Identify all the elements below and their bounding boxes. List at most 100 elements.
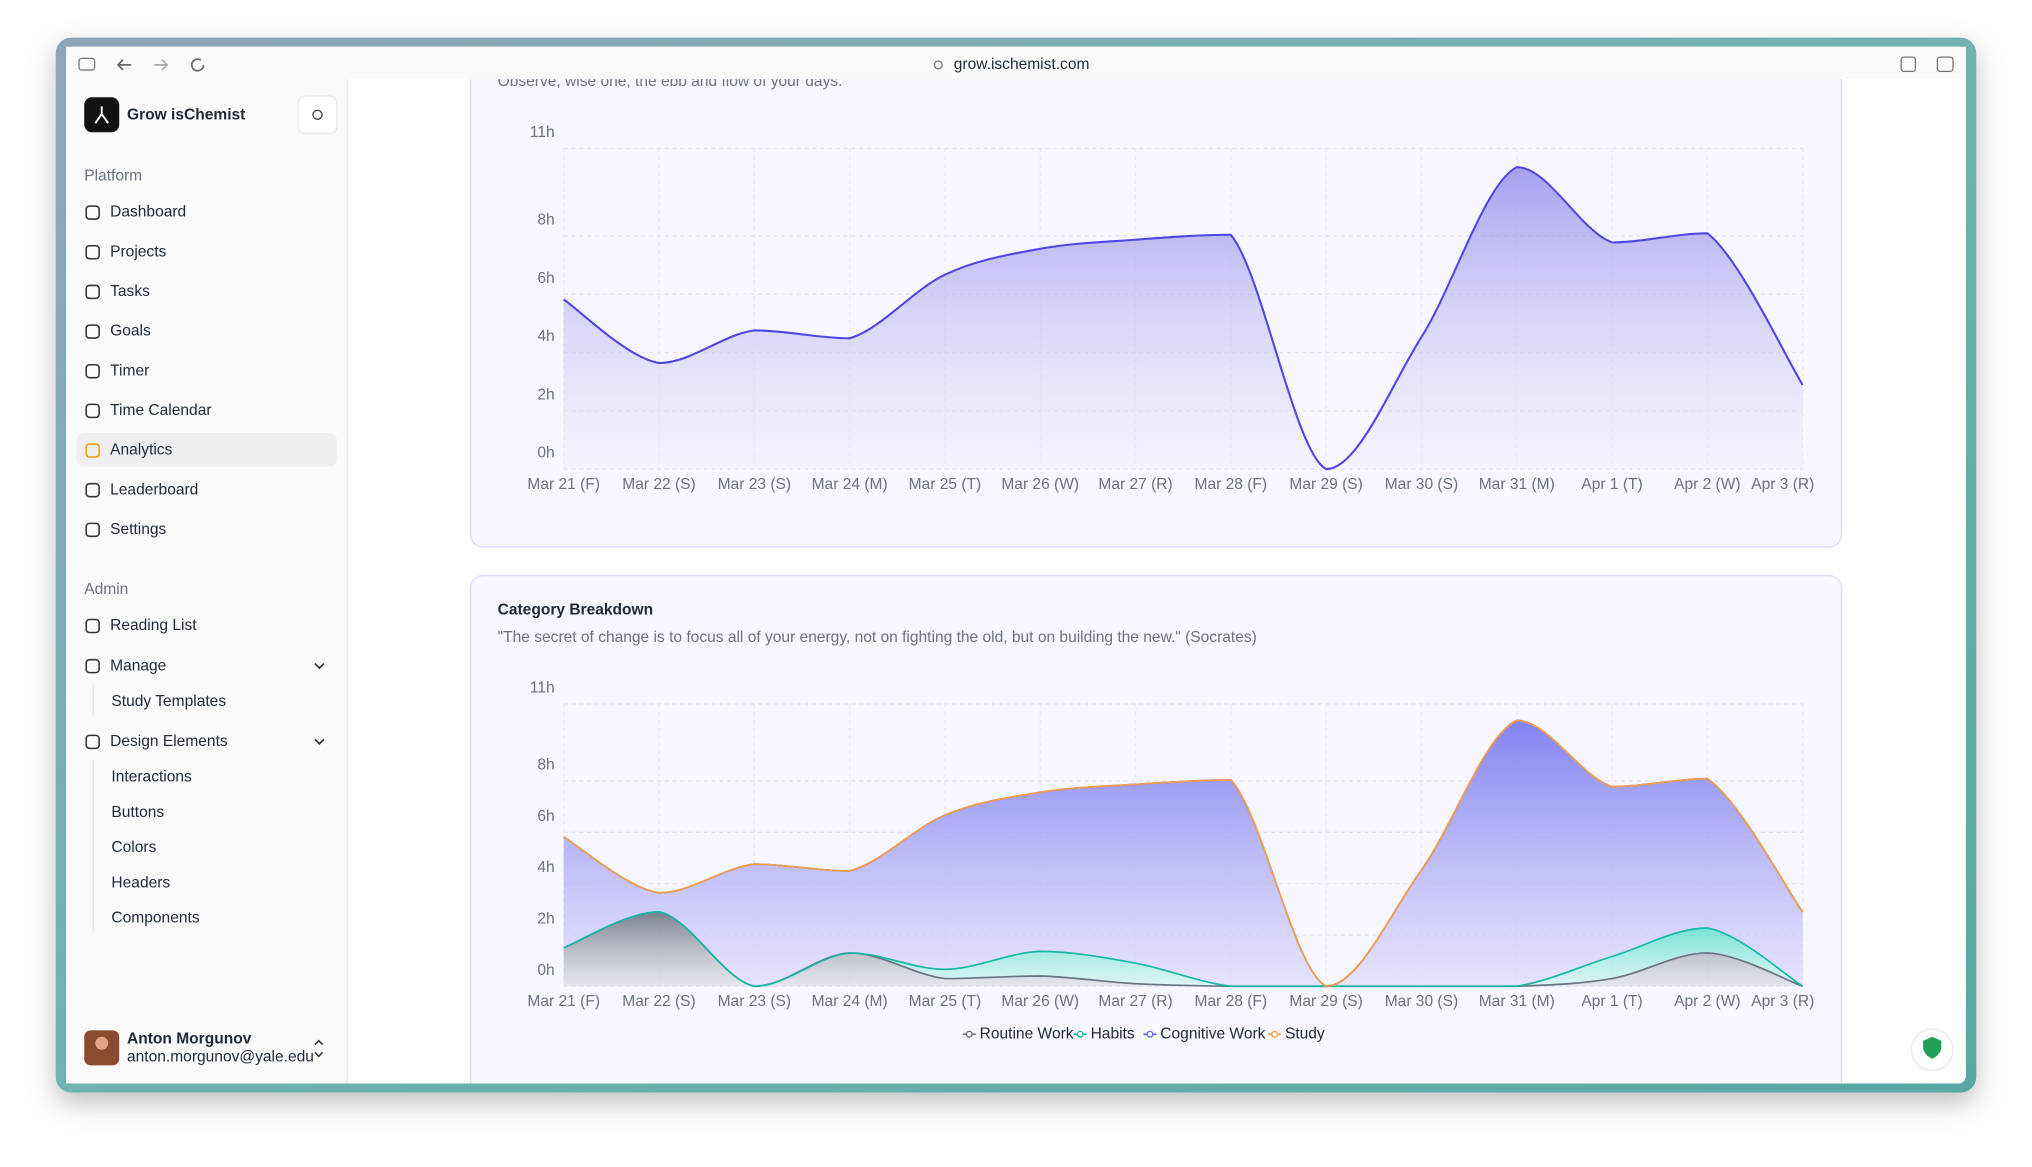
y-tick-label: 0h bbox=[537, 445, 554, 462]
legend-label[interactable]: Study bbox=[1285, 1025, 1325, 1042]
x-tick-label: Mar 30 (S) bbox=[1385, 476, 1458, 493]
nav-item[interactable]: Settings bbox=[110, 521, 166, 538]
x-tick-label: Apr 2 (W) bbox=[1674, 993, 1741, 1010]
x-tick-label: Apr 2 (W) bbox=[1674, 476, 1741, 493]
line bbox=[563, 166, 1804, 471]
nav-icon bbox=[85, 522, 100, 538]
split-button[interactable] bbox=[1936, 56, 1954, 73]
x-tick-label: Mar 31 (M) bbox=[1479, 993, 1555, 1010]
x-tick-label: Apr 3 (R) bbox=[1751, 993, 1814, 1010]
x-tick-label: Apr 1 (T) bbox=[1581, 476, 1642, 493]
url[interactable]: grow.ischemist.com bbox=[954, 56, 1090, 73]
x-tick-label: Mar 23 (S) bbox=[718, 476, 791, 493]
chevron[interactable] bbox=[314, 662, 325, 670]
legend-swatch[interactable] bbox=[1271, 1030, 1279, 1038]
nav-item[interactable]: Tasks bbox=[110, 283, 150, 300]
stacked-line bbox=[563, 719, 1804, 988]
x-tick-label: Mar 26 (W) bbox=[1001, 476, 1079, 493]
x-tick-label: Mar 31 (M) bbox=[1479, 476, 1555, 493]
x-tick-label: Mar 21 (F) bbox=[527, 993, 600, 1010]
legend-label[interactable]: Cognitive Work bbox=[1160, 1025, 1265, 1042]
x-tick-label: Apr 3 (R) bbox=[1751, 476, 1814, 493]
nav-icon bbox=[85, 205, 100, 220]
sidebar-toggle[interactable] bbox=[78, 57, 96, 71]
y-tick-label: 11h bbox=[530, 124, 555, 141]
x-tick-label: Mar 25 (T) bbox=[909, 476, 982, 493]
user-name: Anton Morgunov bbox=[127, 1031, 252, 1048]
nav-item[interactable]: Goals bbox=[110, 323, 151, 340]
app-name[interactable]: Grow isChemist bbox=[127, 107, 245, 124]
legend-swatch[interactable] bbox=[1076, 1030, 1084, 1038]
x-tick-label: Mar 30 (S) bbox=[1385, 993, 1458, 1010]
nav-item[interactable]: Manage bbox=[110, 657, 166, 674]
back-button[interactable] bbox=[116, 59, 131, 71]
reader-button[interactable] bbox=[1900, 56, 1917, 73]
sidebar: Grow isChemist Anton Morgunov anton.morg… bbox=[66, 79, 348, 1084]
stacked-line bbox=[563, 911, 1804, 988]
sidebar-bg bbox=[66, 79, 348, 1084]
nav-subitem[interactable]: Headers bbox=[111, 874, 170, 891]
stacked-area bbox=[563, 720, 1803, 987]
nav-subitem[interactable]: Buttons bbox=[111, 804, 164, 821]
theme-toggle[interactable] bbox=[297, 95, 338, 135]
nav-icon bbox=[85, 363, 100, 379]
x-tick-label: Mar 24 (M) bbox=[812, 993, 888, 1010]
x-tick-label: Mar 26 (W) bbox=[1001, 993, 1079, 1010]
x-tick-label: Mar 24 (M) bbox=[812, 476, 888, 493]
nav-item[interactable]: Time Calendar bbox=[110, 402, 211, 419]
y-tick-label: 8h bbox=[537, 757, 554, 774]
x-tick-label: Mar 28 (F) bbox=[1195, 476, 1268, 493]
nav-icon bbox=[85, 245, 100, 260]
user-menu[interactable] bbox=[314, 1039, 324, 1058]
nav-item[interactable]: Projects bbox=[110, 243, 166, 260]
area bbox=[563, 167, 1803, 470]
chart-subtitle: "The secret of change is to focus all of… bbox=[498, 629, 1257, 646]
legend-label[interactable]: Habits bbox=[1091, 1025, 1135, 1042]
nav-item[interactable]: Leaderboard bbox=[110, 481, 198, 498]
nav-subitem[interactable]: Components bbox=[111, 910, 199, 927]
section-label: Platform bbox=[84, 167, 142, 184]
x-tick-label: Mar 21 (F) bbox=[527, 476, 600, 493]
x-tick-label: Mar 27 (R) bbox=[1098, 993, 1172, 1010]
user-email: anton.morgunov@yale.edu bbox=[127, 1049, 314, 1066]
nav-item[interactable]: Analytics bbox=[110, 442, 172, 459]
y-tick-label: 8h bbox=[537, 211, 554, 228]
nav-icon bbox=[85, 658, 100, 674]
x-tick-label: Mar 29 (S) bbox=[1289, 476, 1362, 493]
x-tick-label: Mar 29 (S) bbox=[1289, 993, 1362, 1010]
nav-subitem[interactable]: Interactions bbox=[111, 769, 192, 786]
y-tick-label: 6h bbox=[537, 270, 554, 287]
toolbar-bg bbox=[66, 46, 1966, 80]
link-icon bbox=[933, 60, 943, 70]
x-tick-label: Mar 25 (T) bbox=[909, 993, 982, 1010]
toolbar: grow.ischemist.com bbox=[66, 46, 1966, 80]
nav-item[interactable]: Reading List bbox=[110, 617, 197, 634]
y-tick-label: 6h bbox=[537, 808, 554, 825]
nav-subitem[interactable]: Study Templates bbox=[111, 693, 226, 710]
chart-title: Category Breakdown bbox=[498, 602, 654, 619]
x-tick-label: Apr 1 (T) bbox=[1581, 993, 1642, 1010]
nav-item[interactable]: Timer bbox=[110, 362, 149, 379]
nav-icon bbox=[85, 403, 100, 419]
forward-button[interactable] bbox=[154, 59, 169, 71]
nav-icon bbox=[85, 482, 100, 498]
legend-swatch[interactable] bbox=[1146, 1030, 1154, 1038]
chevron[interactable] bbox=[314, 738, 325, 745]
nav-subitem[interactable]: Colors bbox=[111, 839, 156, 856]
nav-icon bbox=[85, 284, 100, 300]
x-tick-label: Mar 27 (R) bbox=[1098, 476, 1172, 493]
y-tick-label: 11h bbox=[530, 680, 555, 697]
reload-button[interactable] bbox=[191, 58, 205, 72]
x-tick-label: Mar 22 (S) bbox=[622, 476, 695, 493]
y-tick-label: 0h bbox=[537, 962, 554, 979]
y-tick-label: 4h bbox=[537, 859, 554, 876]
nav-icon bbox=[85, 734, 100, 750]
main: Observe, wise one, the ebb and flow of y… bbox=[469, 73, 1843, 1084]
x-tick-label: Mar 23 (S) bbox=[718, 993, 791, 1010]
legend-label[interactable]: Routine Work bbox=[980, 1025, 1074, 1042]
nav-item[interactable]: Design Elements bbox=[110, 733, 228, 750]
chart-subtitle: Observe, wise one, the ebb and flow of y… bbox=[498, 73, 843, 90]
nav-item[interactable]: Dashboard bbox=[110, 204, 186, 221]
legend-swatch[interactable] bbox=[965, 1030, 973, 1038]
